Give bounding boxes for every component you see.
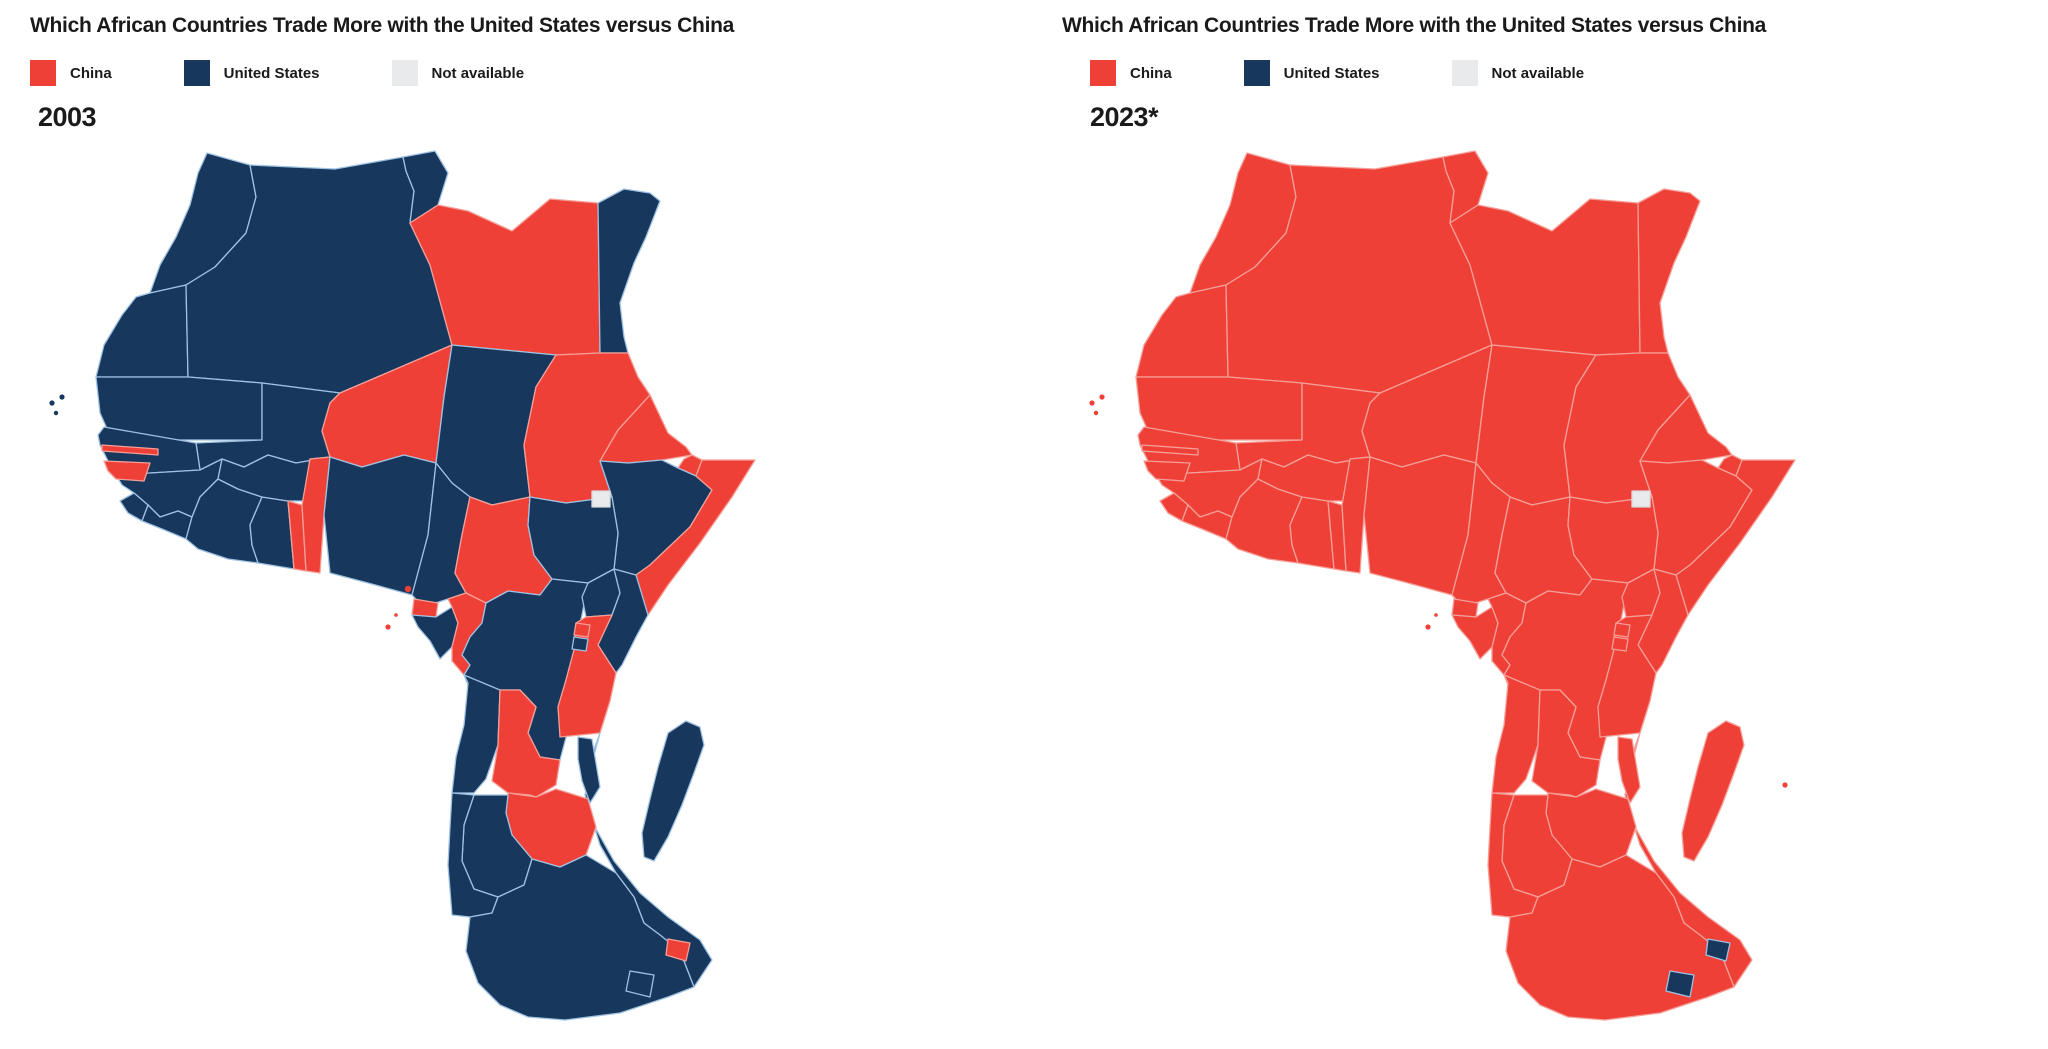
country-lesotho: [625, 970, 655, 998]
country-sao-tome-and-principe: [1434, 613, 1438, 617]
country-sierra-leone: [119, 492, 149, 522]
country-liberia: [1181, 504, 1233, 540]
country-madagascar: [1681, 720, 1745, 862]
country-mauritius: [1782, 782, 1788, 788]
country-abyei: [1631, 490, 1651, 508]
country-egypt: [597, 188, 661, 354]
country-guinea-bissau: [1143, 460, 1191, 482]
country-burundi: [1611, 636, 1629, 652]
legend-label-united-states: United States: [1283, 64, 1380, 82]
country-zambia: [491, 689, 561, 798]
africa-choropleth-map-2003: [49, 150, 756, 1021]
not-available-color-swatch: [391, 60, 418, 86]
country-eswatini: [665, 938, 691, 962]
country-abyei: [591, 490, 611, 508]
country-equatorial-guinea: [1451, 598, 1479, 618]
country-equatorial-guinea: [404, 585, 412, 593]
not-available-color-swatch: [1451, 60, 1478, 86]
chart-title-2003: Which African Countries Trade More with …: [30, 14, 735, 37]
country-western-sahara: [1135, 284, 1229, 378]
legend-label-not-available: Not available: [1491, 64, 1585, 82]
panel-2003: Which African Countries Trade More with …: [30, 0, 1020, 1049]
country-senegal-gambia: [1141, 444, 1199, 456]
country-malawi: [577, 736, 601, 804]
chart-title-2023: Which African Countries Trade More with …: [1062, 14, 1767, 37]
country-senegal-gambia: [101, 444, 159, 456]
country-sao-tome-and-principe: [385, 624, 391, 630]
country-cape-verde: [49, 400, 55, 406]
country-cape-verde: [53, 410, 59, 416]
country-western-sahara: [95, 284, 189, 378]
legend-2003: China United States Not available: [30, 60, 596, 86]
country-eswatini: [1705, 938, 1731, 962]
country-rwanda: [573, 622, 591, 638]
country-equatorial-guinea: [1444, 585, 1452, 593]
legend-label-china: China: [70, 64, 112, 82]
africa-choropleth-map-2023: [1089, 150, 1796, 1021]
year-label-2023: 2023*: [1090, 102, 1159, 132]
country-burundi: [571, 636, 589, 652]
legend-label-united-states: United States: [223, 64, 320, 82]
legend-2023: China United States Not available: [1090, 60, 1656, 86]
country-malawi: [1617, 736, 1641, 804]
year-label-2003: 2003: [38, 102, 97, 132]
country-cape-verde: [1099, 394, 1105, 400]
country-zambia: [1531, 689, 1601, 798]
country-guinea-bissau: [103, 460, 151, 482]
legend-label-china: China: [1130, 64, 1172, 82]
country-madagascar: [641, 720, 705, 862]
country-lesotho: [1665, 970, 1695, 998]
panel-2023: Which African Countries Trade More with …: [1052, 0, 2048, 1049]
country-equatorial-guinea: [411, 598, 439, 618]
legend-item-china: China: [30, 60, 112, 86]
country-rwanda: [1613, 622, 1631, 638]
china-color-swatch: [1090, 60, 1116, 86]
legend-item-united-states: United States: [1243, 60, 1380, 86]
united-states-color-swatch: [183, 60, 210, 86]
country-kenya: [1637, 568, 1689, 674]
country-sao-tome-and-principe: [394, 613, 398, 617]
country-kenya: [597, 568, 649, 674]
legend-item-not-available: Not available: [1451, 60, 1585, 86]
united-states-color-swatch: [1243, 60, 1270, 86]
legend-label-not-available: Not available: [431, 64, 525, 82]
country-egypt: [1637, 188, 1701, 354]
legend-item-china: China: [1090, 60, 1172, 86]
country-sierra-leone: [1159, 492, 1189, 522]
country-cape-verde: [1089, 400, 1095, 406]
country-liberia: [141, 504, 193, 540]
china-color-swatch: [30, 60, 56, 86]
legend-item-not-available: Not available: [391, 60, 525, 86]
country-cape-verde: [59, 394, 65, 400]
country-sao-tome-and-principe: [1425, 624, 1431, 630]
legend-item-united-states: United States: [183, 60, 320, 86]
country-cape-verde: [1093, 410, 1099, 416]
